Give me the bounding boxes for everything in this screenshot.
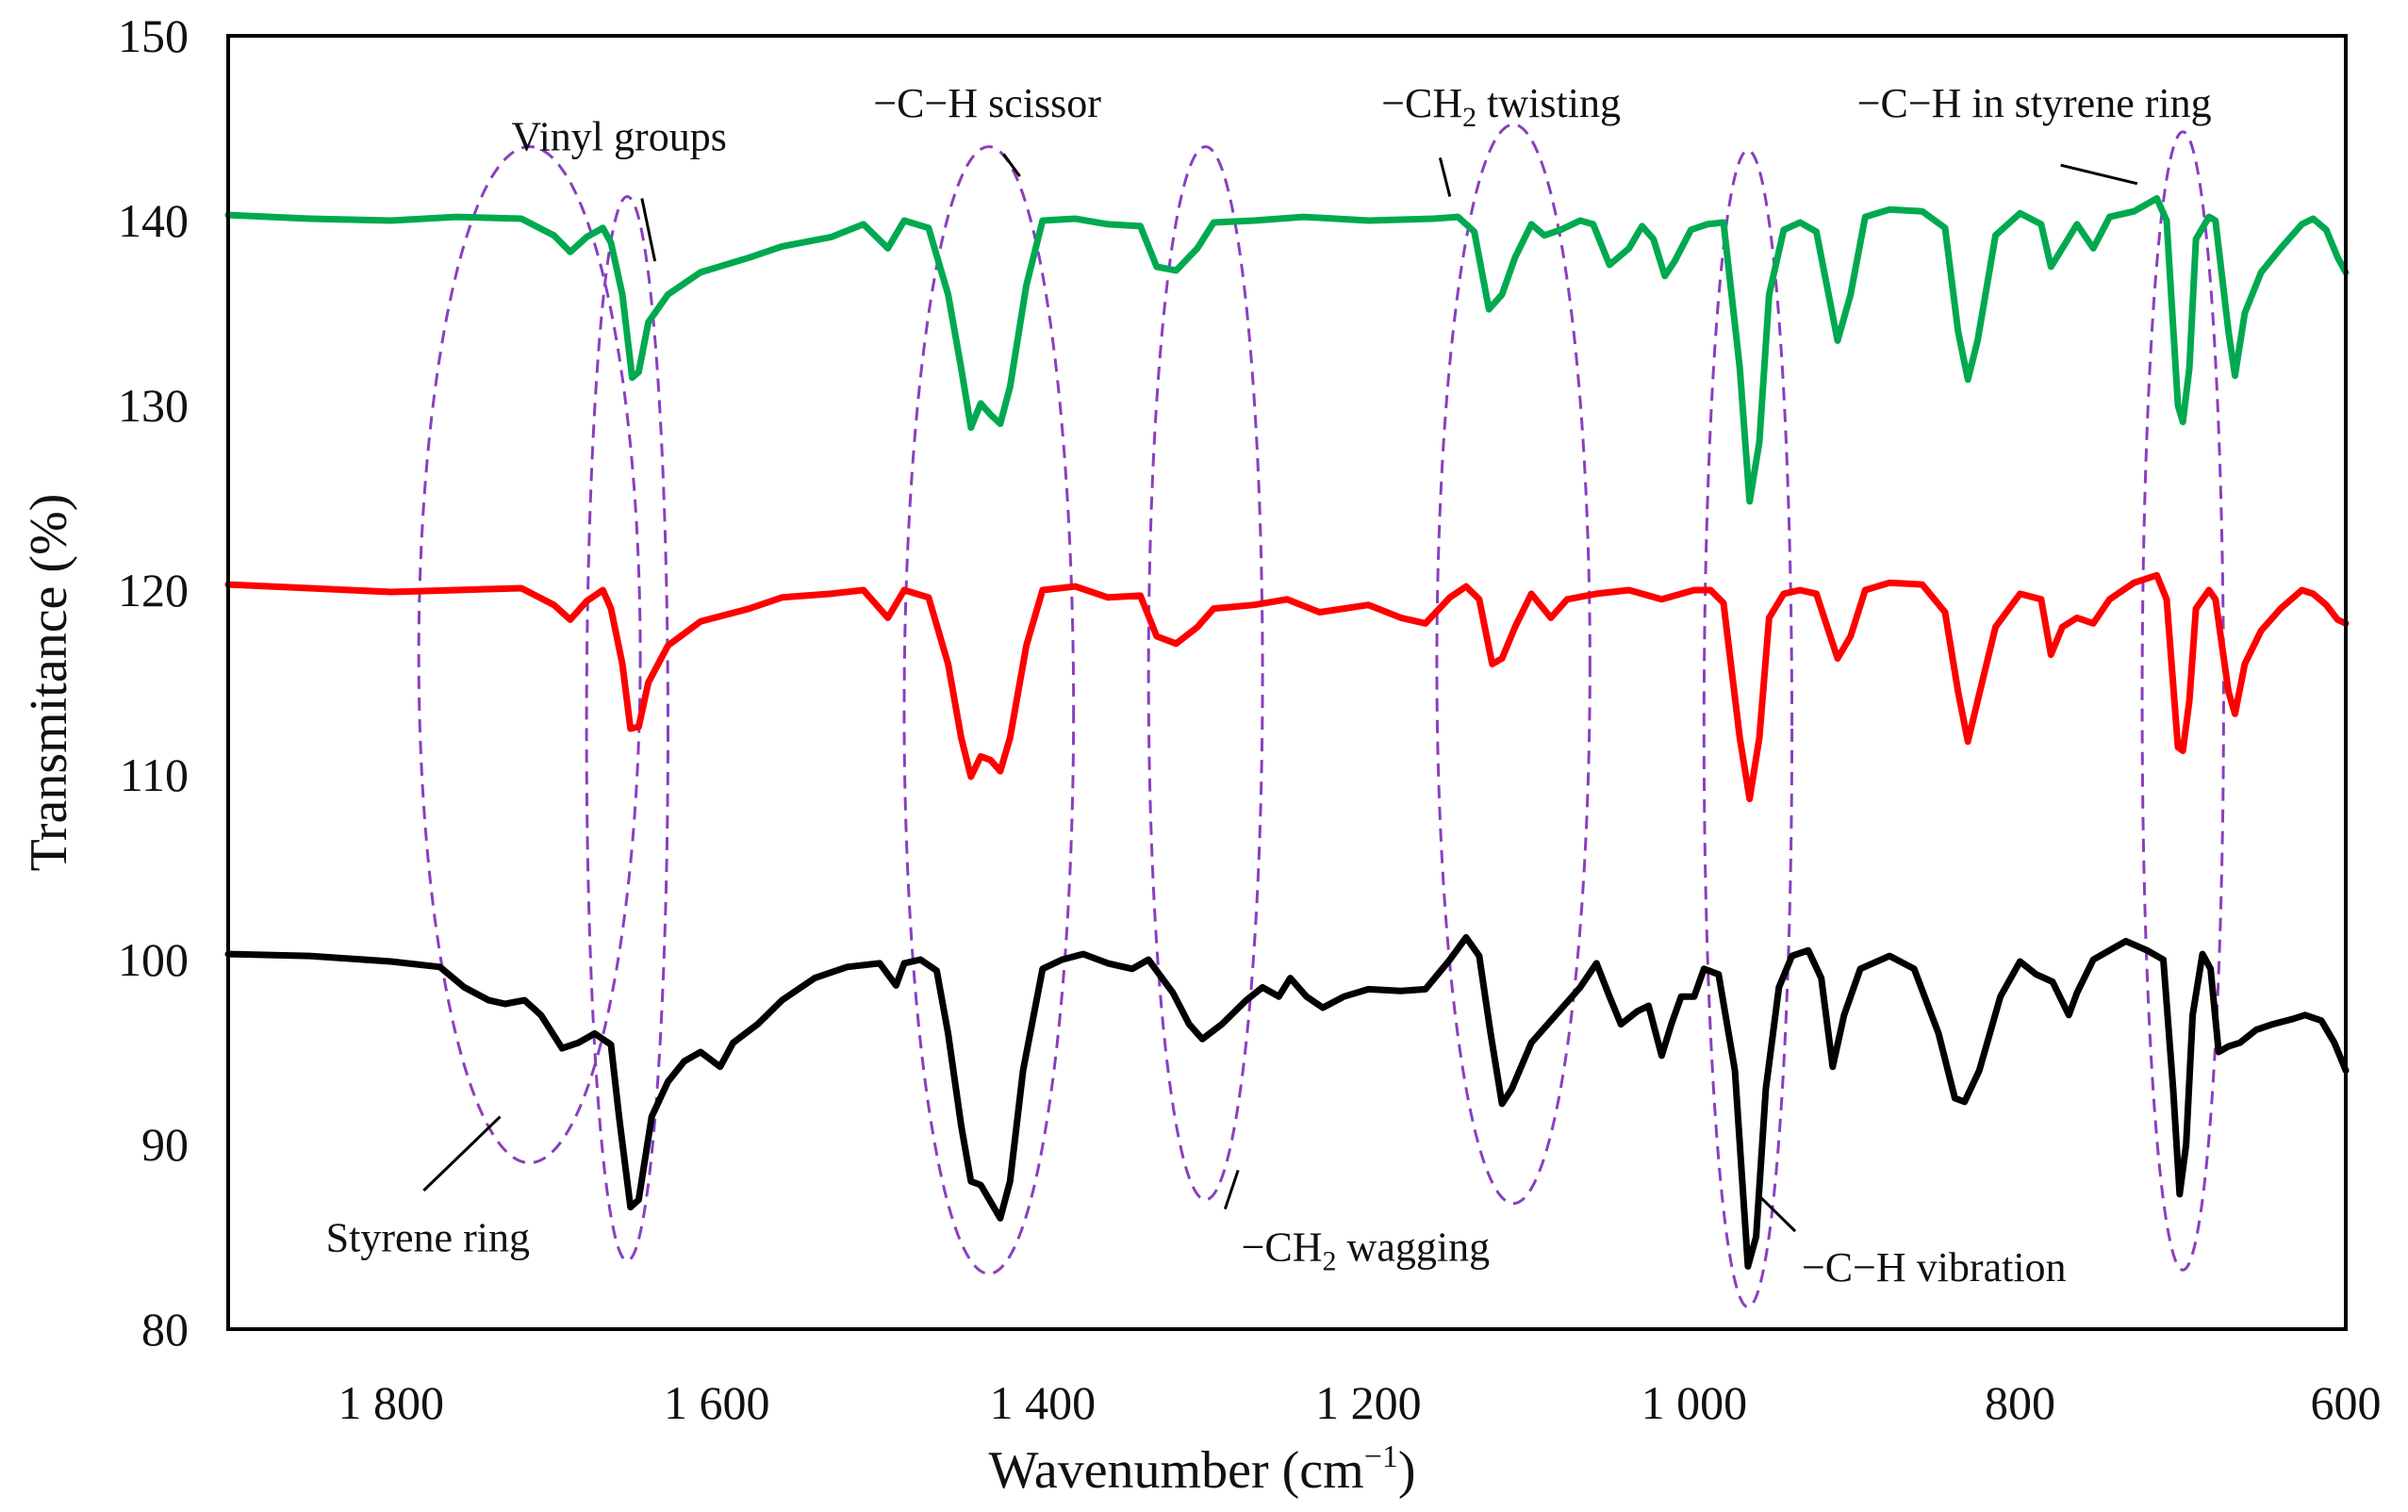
series-line-2 bbox=[224, 571, 2350, 802]
annotation-leader-2 bbox=[1002, 153, 1021, 177]
x-axis-ticks: 1 800 1 600 1 400 1 200 1 000 800 600 bbox=[338, 1376, 2382, 1429]
annotation-leader-7 bbox=[1757, 1194, 1797, 1233]
y-tick-label: 140 bbox=[118, 194, 189, 247]
x-tick-label: 1 200 bbox=[1315, 1376, 1422, 1429]
series-line-3 bbox=[224, 934, 2350, 1270]
x-tick-label: 800 bbox=[1985, 1376, 2055, 1429]
annotation-text: −C−H vibration bbox=[1802, 1244, 2067, 1290]
spectra-series bbox=[224, 195, 2350, 1270]
y-tick-label: 90 bbox=[141, 1118, 189, 1171]
region-ellipse-1 bbox=[417, 145, 642, 1165]
annotation-label-3: −CH2 twisting bbox=[1381, 80, 1621, 133]
annotation-label-2: −C−H scissor bbox=[873, 80, 1101, 126]
y-tick-label: 80 bbox=[141, 1303, 189, 1356]
x-tick-label: 1 000 bbox=[1641, 1376, 1748, 1429]
x-axis-title-sup: −1 bbox=[1364, 1439, 1398, 1474]
series-line-1 bbox=[224, 195, 2350, 505]
x-axis-title-text: Wavenumber (cm bbox=[988, 1441, 1363, 1500]
annotation-subscript: 2 bbox=[1323, 1245, 1337, 1276]
annotation-text: −CH bbox=[1242, 1224, 1323, 1270]
annotation-label-4: −C−H in styrene ring bbox=[1857, 80, 2212, 126]
annotation-leader-6 bbox=[1223, 1169, 1240, 1210]
annotation-text: Vinyl groups bbox=[511, 114, 726, 160]
x-tick-label: 1 600 bbox=[664, 1376, 770, 1429]
annotation-text: Styrene ring bbox=[326, 1215, 530, 1261]
region-ellipse-6 bbox=[1702, 149, 1794, 1308]
annotation-leader-1 bbox=[640, 198, 657, 262]
annotation-leader-4 bbox=[2060, 163, 2138, 186]
y-axis-title: Transmitance (%) bbox=[20, 494, 78, 872]
annotation-label-6: −CH2 wagging bbox=[1242, 1224, 1490, 1276]
annotation-text: −C−H in styrene ring bbox=[1857, 80, 2212, 126]
annotation-text: −CH bbox=[1381, 80, 1462, 126]
x-tick-label: 600 bbox=[2311, 1376, 2382, 1429]
annotation-label-1: Vinyl groups bbox=[511, 114, 726, 160]
y-axis-ticks: 150 140 130 120 110 100 90 80 bbox=[118, 9, 189, 1356]
y-tick-label: 150 bbox=[118, 9, 189, 62]
highlight-regions bbox=[417, 123, 2225, 1308]
plot-frame bbox=[226, 34, 2348, 1331]
region-ellipse-5 bbox=[1435, 123, 1592, 1206]
region-ellipse-2 bbox=[585, 195, 669, 1262]
annotation-label-5: Styrene ring bbox=[326, 1215, 530, 1261]
x-axis-title: Wavenumber (cm−1) bbox=[988, 1439, 1415, 1500]
y-tick-label: 120 bbox=[118, 564, 189, 616]
annotation-label-7: −C−H vibration bbox=[1802, 1244, 2067, 1290]
x-axis-title-close: ) bbox=[1398, 1441, 1416, 1500]
annotation-subscript: 2 bbox=[1462, 102, 1476, 133]
annotation-tail: wagging bbox=[1337, 1224, 1491, 1270]
region-ellipse-7 bbox=[2140, 130, 2225, 1272]
annotation-leader-3 bbox=[1438, 156, 1452, 197]
annotations: Vinyl groups−C−H scissor −CH2 twisting −C−… bbox=[326, 80, 2212, 1290]
y-tick-label: 130 bbox=[118, 379, 189, 432]
x-tick-label: 1 400 bbox=[990, 1376, 1097, 1429]
region-ellipse-4 bbox=[1146, 145, 1264, 1202]
y-tick-label: 110 bbox=[120, 748, 189, 801]
region-ellipse-3 bbox=[902, 145, 1076, 1275]
y-tick-label: 100 bbox=[118, 933, 189, 986]
annotation-text: −C−H scissor bbox=[873, 80, 1101, 126]
annotation-leader-5 bbox=[422, 1115, 502, 1192]
x-tick-label: 1 800 bbox=[338, 1376, 445, 1429]
annotation-tail: twisting bbox=[1476, 80, 1621, 126]
